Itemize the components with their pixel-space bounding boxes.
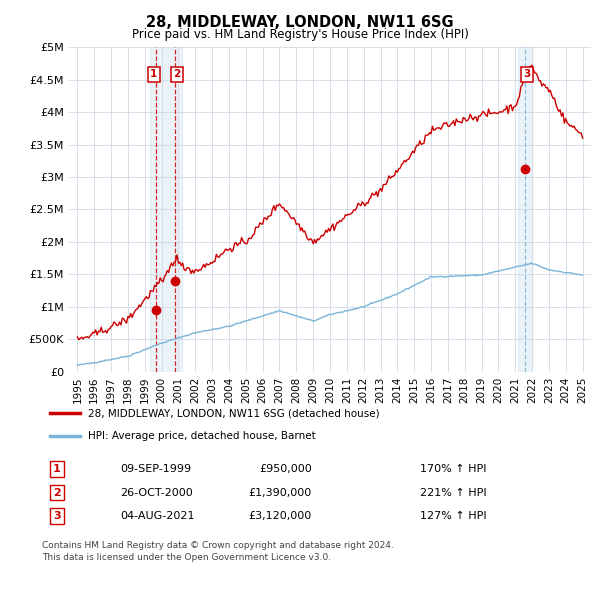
Text: £950,000: £950,000 xyxy=(259,464,312,474)
Text: 26-OCT-2000: 26-OCT-2000 xyxy=(120,488,193,497)
Text: £3,120,000: £3,120,000 xyxy=(249,512,312,521)
Text: 28, MIDDLEWAY, LONDON, NW11 6SG: 28, MIDDLEWAY, LONDON, NW11 6SG xyxy=(146,15,454,30)
Text: 04-AUG-2021: 04-AUG-2021 xyxy=(120,512,194,521)
Text: 2: 2 xyxy=(173,70,181,80)
Text: 3: 3 xyxy=(53,512,61,521)
Text: 1: 1 xyxy=(53,464,61,474)
Text: Contains HM Land Registry data © Crown copyright and database right 2024.: Contains HM Land Registry data © Crown c… xyxy=(42,541,394,550)
Text: 127% ↑ HPI: 127% ↑ HPI xyxy=(420,512,487,521)
Text: 3: 3 xyxy=(523,70,530,80)
Text: 28, MIDDLEWAY, LONDON, NW11 6SG (detached house): 28, MIDDLEWAY, LONDON, NW11 6SG (detache… xyxy=(88,408,380,418)
Text: HPI: Average price, detached house, Barnet: HPI: Average price, detached house, Barn… xyxy=(88,431,316,441)
Bar xyxy=(149,47,182,372)
Text: £1,390,000: £1,390,000 xyxy=(249,488,312,497)
Text: 170% ↑ HPI: 170% ↑ HPI xyxy=(420,464,487,474)
Text: Price paid vs. HM Land Registry's House Price Index (HPI): Price paid vs. HM Land Registry's House … xyxy=(131,28,469,41)
Text: This data is licensed under the Open Government Licence v3.0.: This data is licensed under the Open Gov… xyxy=(42,553,331,562)
Text: 09-SEP-1999: 09-SEP-1999 xyxy=(120,464,191,474)
Text: 221% ↑ HPI: 221% ↑ HPI xyxy=(420,488,487,497)
Text: 2: 2 xyxy=(53,488,61,497)
Text: 1: 1 xyxy=(150,70,157,80)
Bar xyxy=(518,47,532,372)
